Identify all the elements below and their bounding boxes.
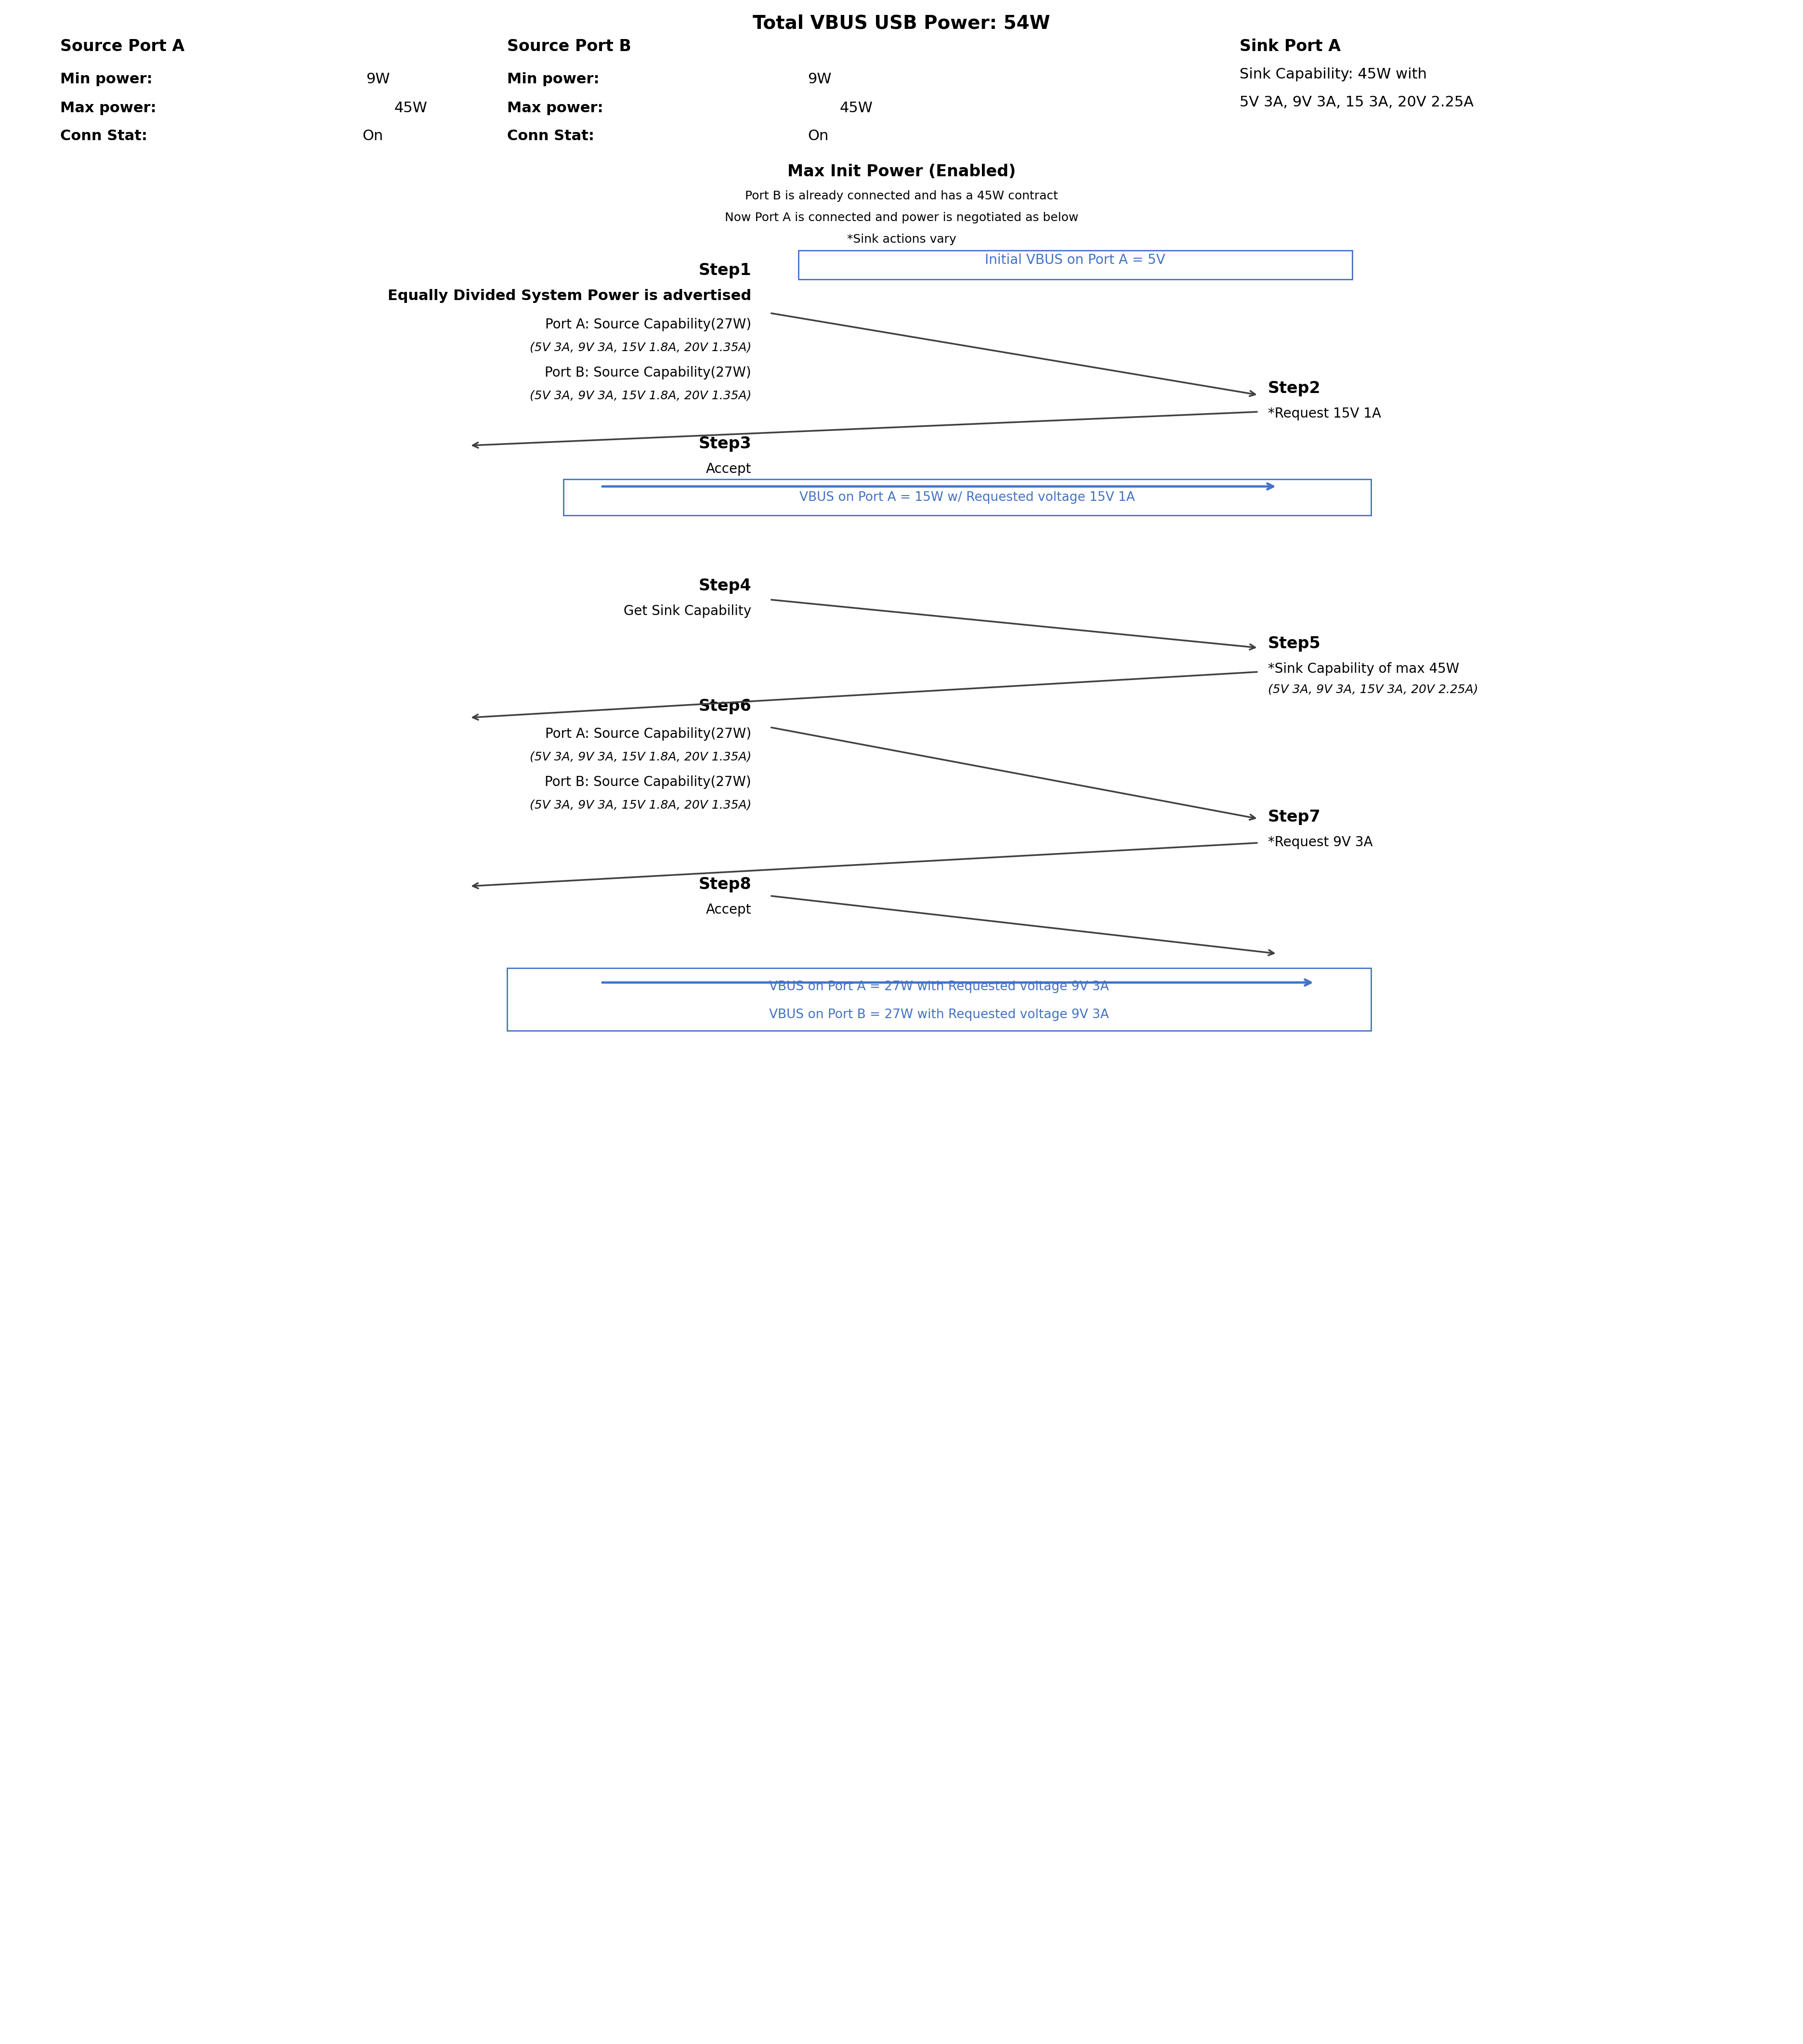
Text: Port A: Source Capability(27W): Port A: Source Capability(27W) [545,728,752,740]
Text: Now Port A is connected and power is negotiated as below: Now Port A is connected and power is neg… [725,213,1078,223]
Text: Step1: Step1 [698,262,752,278]
Text: Get Sink Capability: Get Sink Capability [624,605,752,617]
Text: 45W: 45W [395,100,427,114]
Text: Step6: Step6 [698,699,752,713]
Text: Step8: Step8 [698,877,752,893]
Text: VBUS on Port B = 27W with Requested voltage 9V 3A: VBUS on Port B = 27W with Requested volt… [770,1010,1109,1022]
Text: Port A: Source Capability(27W): Port A: Source Capability(27W) [545,319,752,331]
Text: *Sink actions vary: *Sink actions vary [847,233,956,245]
Text: Source Port A: Source Port A [59,39,184,55]
Text: 45W: 45W [840,100,873,114]
Text: (5V 3A, 9V 3A, 15V 3A, 20V 2.25A): (5V 3A, 9V 3A, 15V 3A, 20V 2.25A) [1268,685,1478,695]
Text: Step3: Step3 [698,435,752,452]
Text: (5V 3A, 9V 3A, 15V 1.8A, 20V 1.35A): (5V 3A, 9V 3A, 15V 1.8A, 20V 1.35A) [530,341,752,354]
Text: 9W: 9W [366,72,389,86]
Text: Step4: Step4 [698,578,752,595]
Text: 9W: 9W [808,72,831,86]
Text: Equally Divided System Power is advertised: Equally Divided System Power is advertis… [388,288,752,303]
Text: *Sink Capability of max 45W: *Sink Capability of max 45W [1268,662,1459,677]
Text: Sink Port A: Sink Port A [1240,39,1341,55]
Text: Port B is already connected and has a 45W contract: Port B is already connected and has a 45… [745,190,1058,202]
Text: Initial VBUS on Port A = 5V: Initial VBUS on Port A = 5V [984,253,1165,268]
Text: Conn Stat:: Conn Stat: [507,129,599,143]
Text: *Request 15V 1A: *Request 15V 1A [1268,407,1381,421]
Text: On: On [362,129,384,143]
Text: Port B: Source Capability(27W): Port B: Source Capability(27W) [545,366,752,380]
Text: On: On [808,129,829,143]
FancyBboxPatch shape [564,478,1370,515]
Text: Sink Capability: 45W with: Sink Capability: 45W with [1240,67,1426,82]
Text: Max Init Power (Enabled): Max Init Power (Enabled) [788,164,1015,180]
Text: Accept: Accept [705,462,752,476]
Text: *Request 9V 3A: *Request 9V 3A [1268,836,1372,848]
Text: Accept: Accept [705,903,752,916]
FancyBboxPatch shape [799,251,1352,280]
Text: Min power:: Min power: [507,72,604,86]
Text: Total VBUS USB Power: 54W: Total VBUS USB Power: 54W [754,14,1049,33]
Text: Step7: Step7 [1268,809,1320,826]
Text: 5V 3A, 9V 3A, 15 3A, 20V 2.25A: 5V 3A, 9V 3A, 15 3A, 20V 2.25A [1240,96,1473,108]
Text: VBUS on Port A = 27W with Requested voltage 9V 3A: VBUS on Port A = 27W with Requested volt… [770,981,1109,993]
Text: Step5: Step5 [1268,636,1320,652]
Text: Port B: Source Capability(27W): Port B: Source Capability(27W) [545,775,752,789]
Text: Min power:: Min power: [59,72,157,86]
Text: (5V 3A, 9V 3A, 15V 1.8A, 20V 1.35A): (5V 3A, 9V 3A, 15V 1.8A, 20V 1.35A) [530,752,752,762]
Text: Source Port B: Source Port B [507,39,631,55]
Text: (5V 3A, 9V 3A, 15V 1.8A, 20V 1.35A): (5V 3A, 9V 3A, 15V 1.8A, 20V 1.35A) [530,799,752,811]
Text: VBUS on Port A = 15W w/ Requested voltage 15V 1A: VBUS on Port A = 15W w/ Requested voltag… [799,491,1136,503]
Text: Step2: Step2 [1268,380,1320,397]
Text: Max power:: Max power: [59,100,160,114]
Text: Max power:: Max power: [507,100,608,114]
Text: (5V 3A, 9V 3A, 15V 1.8A, 20V 1.35A): (5V 3A, 9V 3A, 15V 1.8A, 20V 1.35A) [530,390,752,403]
Text: Conn Stat:: Conn Stat: [59,129,153,143]
FancyBboxPatch shape [507,969,1370,1030]
